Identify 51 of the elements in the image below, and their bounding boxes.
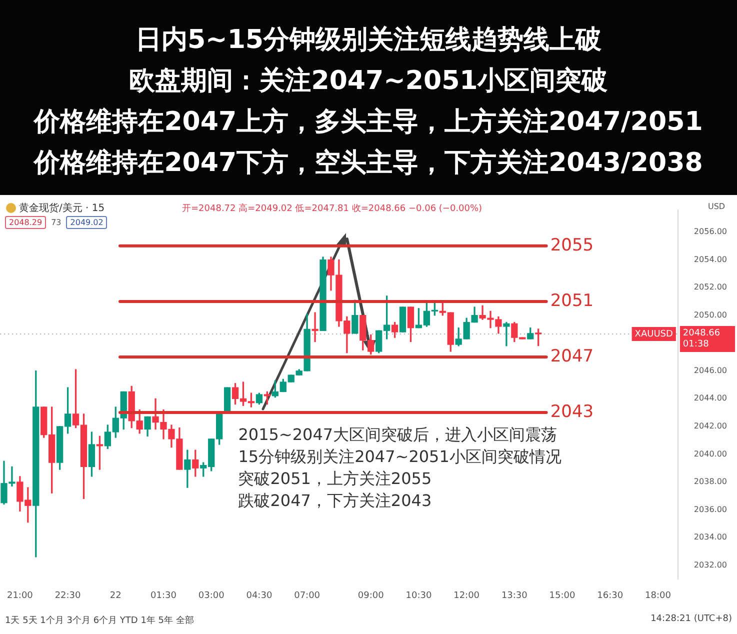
x-tick-label: 03:00: [198, 590, 225, 601]
annotation: 2015~2047大区间突破后，进入小区间震荡: [238, 424, 558, 446]
text: USD: [708, 202, 726, 211]
x-tick-label: 10:30: [406, 590, 432, 601]
x-tick-label: 22:30: [54, 590, 82, 601]
ref-line-label: 2055: [550, 235, 594, 256]
annotation: 15分钟级别关注2047~2051小区间突破情况: [238, 446, 562, 468]
text: 价格维持在2047上方，多头主导，上方关注2047/2051: [32, 106, 704, 139]
x-tick-label: 04:30: [246, 590, 272, 601]
ref-line-label: 2047: [550, 346, 594, 366]
ref-line-label: 2048.66: [682, 328, 720, 338]
x-tick-label: 16:30: [597, 590, 624, 601]
y-tick-label: 2034.00: [694, 532, 728, 542]
ref-line-label: 2043: [550, 402, 594, 422]
annotation: 开=2048.72 高=2049.02 低=2047.81 收=2048.66 −0.06 (−0.00%): [182, 202, 482, 215]
annotation: 突破2051，上方关注2055: [238, 468, 433, 490]
x-tick-label: 15:00: [549, 590, 576, 601]
annotation: 跌破2047，下方关注2043: [238, 490, 433, 512]
x-tick-label: 09:00: [358, 590, 384, 601]
y-tick-label: 2042.00: [694, 422, 728, 431]
y-tick-label: 2040.00: [694, 449, 728, 458]
annotation: 73: [51, 218, 62, 227]
x-tick-label: 13:30: [501, 590, 528, 601]
y-tick-label: 2032.00: [694, 560, 728, 570]
chart-subtitle: 欧盘期间：关注2047~2051小区间突破: [128, 65, 609, 98]
text: 1天 5天 1个月 3个月 6个月 YTD 1年 5年 全部: [5, 614, 194, 627]
annotation: 黄金现货/美元 · 15: [19, 202, 105, 215]
x-tick-label: 12:00: [454, 590, 480, 601]
annotation: 2049.02: [66, 216, 108, 229]
text: 价格维持在2047下方，空头主导，下方关注2043/2038: [32, 147, 704, 180]
candlestick: [503, 322, 510, 346]
x-tick-label: 07:00: [294, 590, 320, 601]
x-tick-label: 18:00: [645, 590, 672, 601]
y-tick-label: 2036.00: [694, 504, 728, 514]
y-tick-label: 2052.00: [694, 282, 728, 292]
candlestick: [312, 312, 318, 342]
y-tick-label: 2050.00: [694, 310, 728, 320]
chart-title: 日内5~15分钟级别关注短线趋势线上破: [134, 24, 603, 57]
x-tick-label: 22: [110, 590, 122, 601]
ref-line-label: 2051: [550, 290, 594, 311]
y-tick-label: 2044.00: [694, 394, 728, 403]
annotation: 2048.29: [5, 216, 46, 229]
y-tick-label: 2054.00: [694, 254, 728, 264]
y-tick-label: 2046.00: [694, 366, 728, 375]
y-tick-label: 2056.00: [694, 227, 728, 236]
x-tick-label: 01:30: [150, 590, 177, 601]
x-tick-label: 21:00: [6, 590, 34, 601]
annotation: XAUUSD: [634, 329, 673, 340]
text: 14:28:21 (UTC+8): [650, 614, 732, 624]
y-tick-label: 2038.00: [694, 477, 728, 486]
text: 01:38: [682, 339, 710, 350]
